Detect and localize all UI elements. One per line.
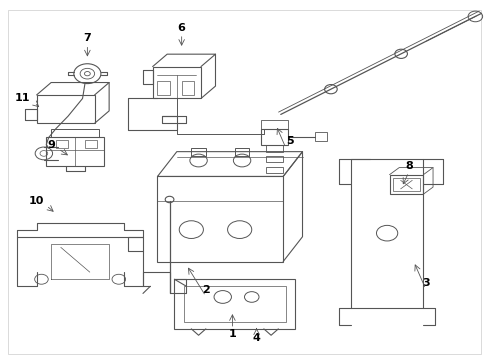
Text: 7: 7 <box>83 33 91 43</box>
Text: 6: 6 <box>177 23 185 33</box>
Text: 3: 3 <box>421 278 429 288</box>
Bar <box>234 148 249 156</box>
Bar <box>56 140 68 148</box>
Text: 10: 10 <box>29 196 44 206</box>
Text: 1: 1 <box>228 329 236 339</box>
Bar <box>157 81 169 95</box>
Bar <box>51 129 99 138</box>
Bar <box>183 286 285 322</box>
Bar <box>37 95 95 123</box>
Bar <box>261 120 287 129</box>
Text: 11: 11 <box>14 94 30 103</box>
Text: 4: 4 <box>252 333 260 343</box>
Bar <box>265 156 283 162</box>
Text: 9: 9 <box>47 140 55 149</box>
Bar <box>389 175 423 194</box>
Bar <box>314 132 326 141</box>
Bar <box>265 145 283 152</box>
Bar <box>393 177 419 192</box>
Text: 8: 8 <box>404 161 412 171</box>
Text: 2: 2 <box>202 285 209 295</box>
Bar <box>191 148 205 156</box>
Bar <box>46 138 104 166</box>
Bar <box>265 167 283 173</box>
Bar <box>152 67 201 99</box>
Text: 5: 5 <box>286 136 294 146</box>
Bar <box>261 129 287 145</box>
Bar <box>157 176 283 261</box>
Bar <box>174 279 295 329</box>
Bar <box>85 140 97 148</box>
Bar <box>181 81 193 95</box>
